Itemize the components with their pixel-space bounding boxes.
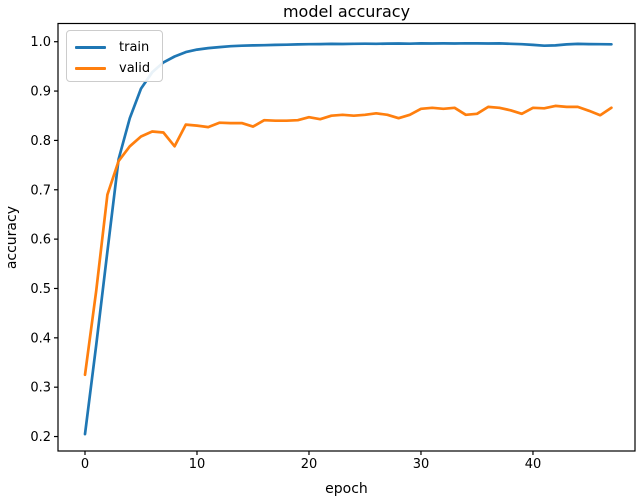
y-tick-label: 0.3 xyxy=(30,381,51,396)
chart-title: model accuracy xyxy=(282,2,411,21)
axes-spines xyxy=(57,22,636,452)
valid-line xyxy=(83,104,613,377)
x-tick-label: 30 xyxy=(413,457,430,472)
y-tick-label: 0.5 xyxy=(30,282,51,297)
train-line-swatch xyxy=(75,46,106,49)
y-tick-label: 0.4 xyxy=(30,331,51,346)
x-tick-label: 20 xyxy=(301,457,318,472)
legend-item-valid: valid xyxy=(67,58,162,79)
y-tick-label: 0.8 xyxy=(30,134,51,149)
x-tick-label: 0 xyxy=(81,457,89,472)
legend-item-train: train xyxy=(67,37,162,58)
train-line xyxy=(83,41,613,436)
y-tick-label: 0.2 xyxy=(30,430,51,445)
y-tick-label: 0.6 xyxy=(30,233,51,248)
x-tick-label: 40 xyxy=(525,457,542,472)
y-tick-label: 1.0 xyxy=(30,35,51,50)
legend-label-valid: valid xyxy=(119,61,151,76)
legend: train valid xyxy=(66,30,163,82)
valid-line-swatch xyxy=(75,67,106,70)
legend-label-train: train xyxy=(119,40,150,55)
y-tick-label: 0.9 xyxy=(30,85,51,100)
y-tick-label: 0.7 xyxy=(30,183,51,198)
x-tick-label: 10 xyxy=(189,457,206,472)
x-axis-label: epoch xyxy=(325,481,368,497)
